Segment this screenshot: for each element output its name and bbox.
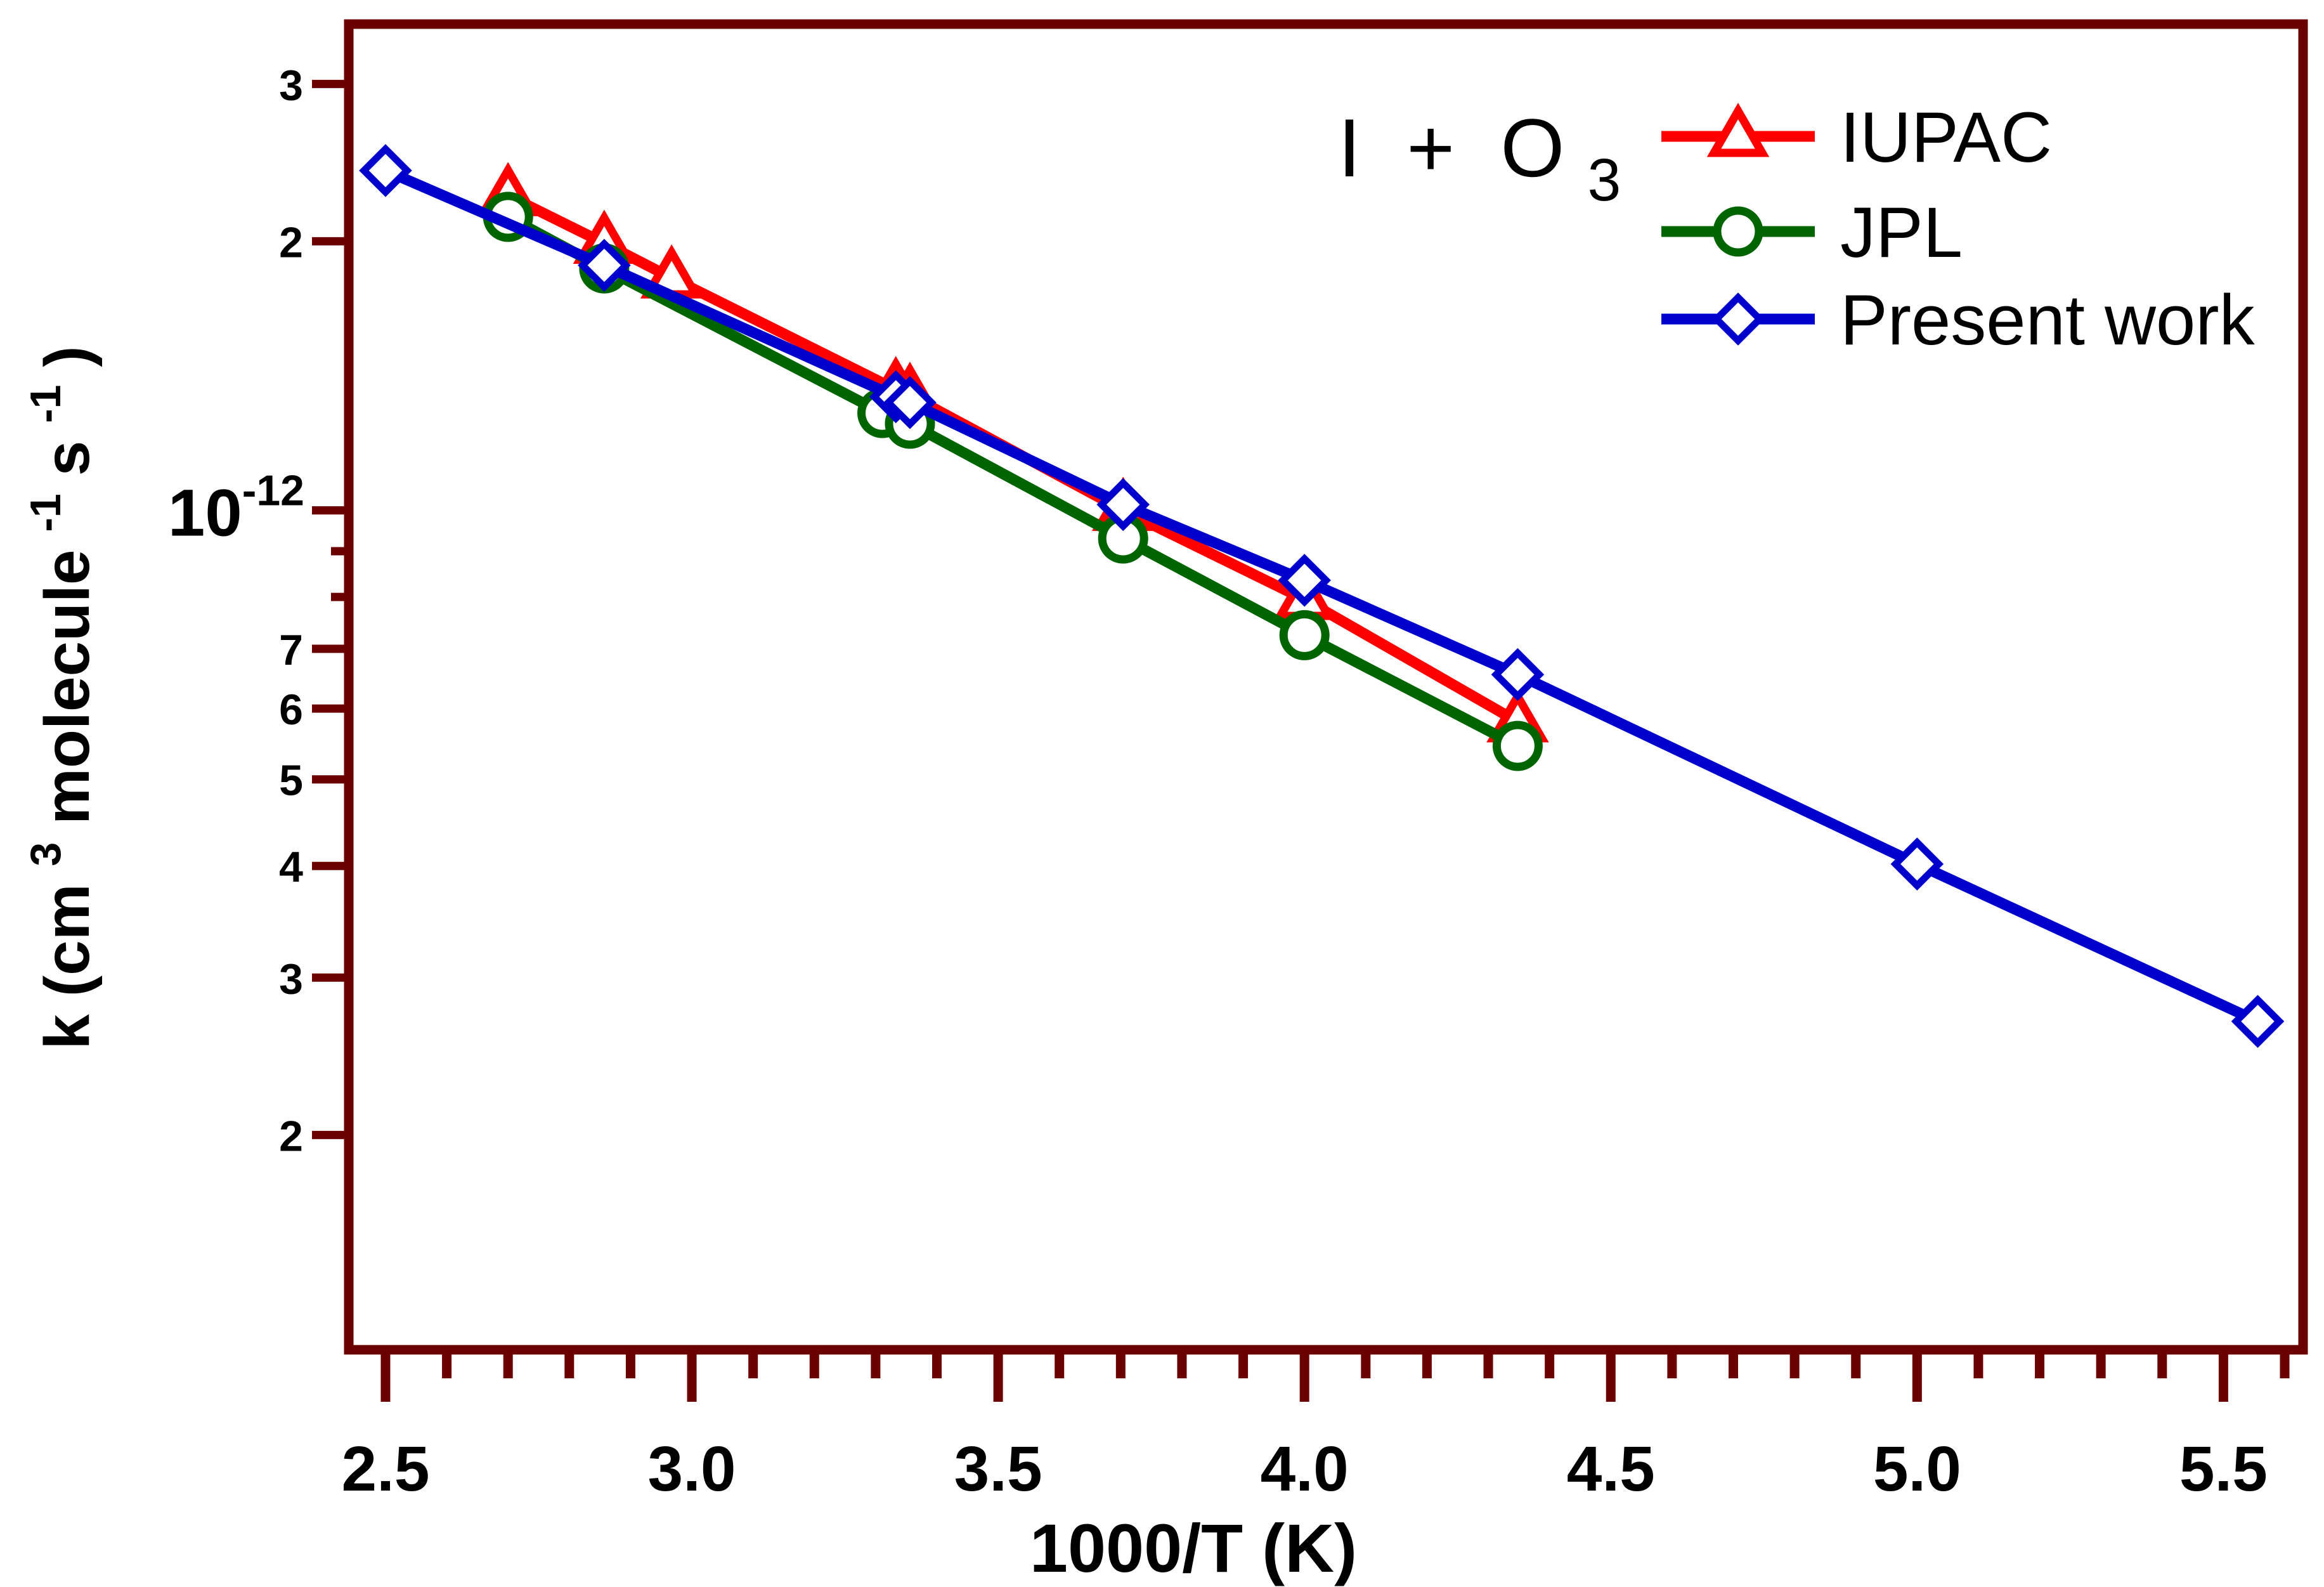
reaction-annotation: I + O 3	[1338, 101, 1621, 214]
series-group	[359, 144, 2285, 1048]
x-tick-label: 2.5	[341, 1434, 429, 1505]
y-tick-label: 7	[279, 626, 303, 674]
data-point-jpl	[1279, 610, 1330, 660]
plot-frame	[344, 19, 2308, 1355]
y-title-sup1: 3	[22, 842, 70, 866]
data-point-present-work	[1890, 837, 1944, 891]
x-tick-label: 3.0	[648, 1434, 736, 1505]
x-tick-label: 3.5	[954, 1434, 1042, 1505]
legend-marker-jpl	[1713, 206, 1763, 257]
legend-label-present-work: Present work	[1840, 280, 2256, 360]
y-tick-decade-exponent: -12	[242, 467, 304, 515]
y-tick-label: 4	[279, 843, 303, 891]
x-tick-label: 5.0	[1873, 1434, 1961, 1505]
data-point-present-work	[1278, 554, 1331, 607]
y-tick-label: 6	[279, 686, 303, 734]
annotation-plus: +	[1406, 101, 1455, 194]
y-title-middle: molecule	[32, 549, 103, 825]
y-tick-decade-base: 10	[168, 476, 242, 551]
data-point-present-work	[1096, 478, 1150, 532]
legend-label-jpl: JPL	[1840, 193, 1963, 272]
x-tick-label: 4.5	[1567, 1434, 1655, 1505]
data-point-present-work	[578, 238, 631, 292]
x-tick-label: 4.0	[1261, 1434, 1349, 1505]
data-point-jpl	[1492, 721, 1543, 771]
series-present-work	[359, 144, 2285, 1048]
y-tick-label-decade: 10-12	[168, 467, 304, 551]
y-tick-label: 3	[279, 955, 303, 1003]
y-axis-title: k (cm 3 molecule -1 s -1 )	[3, 346, 103, 1049]
annotation-reactant: O	[1500, 101, 1564, 194]
y-title-sup3: -1	[22, 385, 70, 423]
legend-marker-present-work	[1711, 292, 1765, 346]
x-tick-label: 5.5	[2179, 1434, 2268, 1505]
data-point-present-work	[359, 144, 412, 197]
y-tick-label: 2	[279, 1112, 303, 1160]
legend-marker-iupac	[1706, 102, 1770, 157]
legend-label-iupac: IUPAC	[1840, 98, 2052, 177]
y-title-mid2: s	[32, 441, 103, 476]
y-title-suffix: )	[32, 346, 103, 367]
legend: IUPAC JPL Present work	[1661, 98, 2256, 360]
annotation-subscript: 3	[1588, 147, 1621, 214]
y-tick-label: 5	[279, 757, 303, 805]
series-line-jpl	[505, 212, 1521, 751]
x-axis-title: 1000/T (K)	[1030, 1510, 1357, 1586]
annotation-species: I	[1338, 101, 1361, 194]
y-title-prefix: k (cm	[32, 884, 103, 1049]
tick-labels: 2.5 3.0 3.5 4.0 4.5 5.0 5.5 3 2 10-12 7 6 5 4 3 2	[168, 61, 2268, 1505]
y-tick-label: 3	[279, 61, 303, 109]
data-point-present-work	[1491, 648, 1545, 702]
y-tick-label: 2	[279, 218, 303, 266]
data-point-present-work	[883, 376, 937, 429]
data-point-present-work	[2231, 995, 2285, 1048]
y-title-sup2: -1	[22, 493, 70, 532]
